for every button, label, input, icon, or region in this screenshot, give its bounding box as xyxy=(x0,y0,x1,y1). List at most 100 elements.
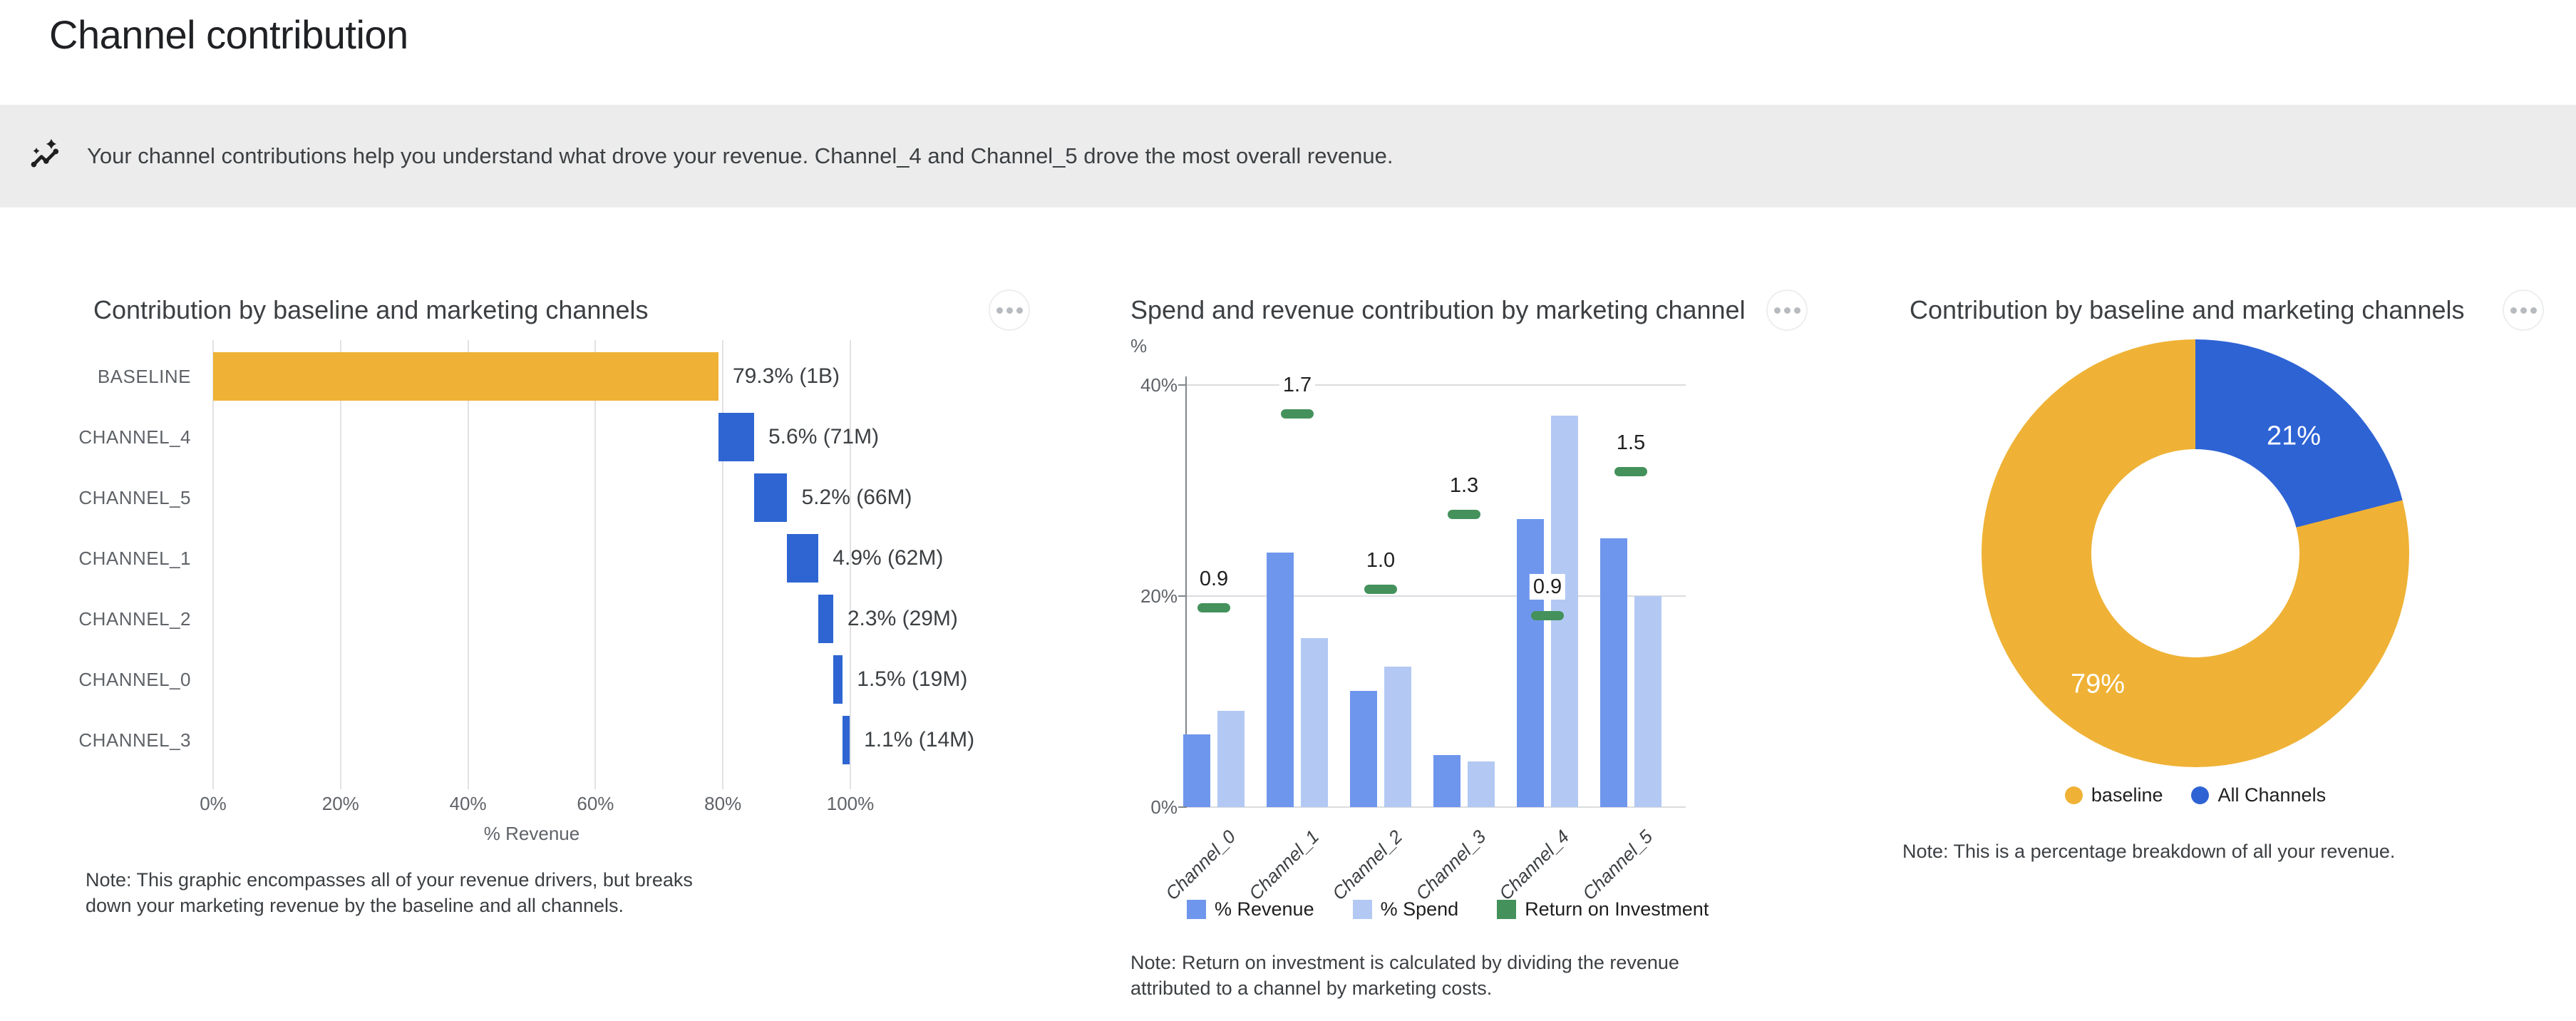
legend-item-baseline: baseline xyxy=(2064,784,2163,806)
bar-spend xyxy=(1301,638,1328,807)
chart-menu-button[interactable] xyxy=(989,289,1030,331)
legend-label: Return on Investment xyxy=(1525,898,1709,920)
insight-banner: Your channel contributions help you unde… xyxy=(0,105,2576,207)
waterfall-value-label: 1.5% (19M) xyxy=(857,667,968,691)
y-axis-tick: 40% xyxy=(1140,374,1178,396)
waterfall-bar xyxy=(754,473,788,522)
waterfall-row-label: CHANNEL_4 xyxy=(78,426,191,448)
waterfall-bar xyxy=(818,595,833,643)
chart-note: Note: This is a percentage breakdown of … xyxy=(1902,841,2396,862)
grid-line xyxy=(850,340,851,789)
x-axis-line xyxy=(1187,806,1686,808)
donut-chart-card: Contribution by baseline and marketing c… xyxy=(1896,285,2566,1020)
roi-value-label: 1.5 xyxy=(1612,430,1649,456)
bar-revenue xyxy=(1183,734,1210,807)
waterfall-value-label: 1.1% (14M) xyxy=(864,728,975,751)
roi-marker xyxy=(1531,610,1564,620)
x-axis-tick: 20% xyxy=(321,793,359,814)
insight-text: Your channel contributions help you unde… xyxy=(87,143,1393,168)
menu-dots-icon xyxy=(2510,307,2517,314)
bar-spend xyxy=(1217,711,1245,807)
menu-dots-icon xyxy=(1793,307,1800,314)
roi-marker xyxy=(1364,584,1397,594)
grid-line xyxy=(1187,384,1686,386)
roi-value-label: 1.0 xyxy=(1362,547,1399,573)
waterfall-chart-title: Contribution by baseline and marketing c… xyxy=(93,295,649,324)
bar-revenue xyxy=(1433,755,1460,807)
menu-dots-icon xyxy=(2530,307,2537,314)
menu-dots-icon xyxy=(1783,307,1791,314)
waterfall-bar xyxy=(833,655,843,704)
bar-spend xyxy=(1468,761,1495,807)
y-axis-tick: 0% xyxy=(1150,796,1178,818)
grid-line xyxy=(467,340,469,789)
chart-menu-button[interactable] xyxy=(2503,289,2544,331)
x-axis-tick: 60% xyxy=(577,793,614,814)
page-title: Channel contribution xyxy=(49,12,408,57)
legend-label: % Revenue xyxy=(1215,898,1314,920)
menu-dots-icon xyxy=(1773,307,1781,314)
x-axis-tick: 100% xyxy=(826,793,875,814)
grid-line xyxy=(212,340,214,789)
waterfall-bar xyxy=(718,413,754,461)
baseline-dot-icon xyxy=(2064,786,2083,804)
waterfall-value-label: 4.9% (62M) xyxy=(833,546,944,570)
y-axis-tick: 20% xyxy=(1140,585,1178,607)
legend-item-roi: Return on Investment xyxy=(1497,898,1709,920)
bar-chart-title: Spend and revenue contribution by market… xyxy=(1130,295,1746,324)
legend-item-spend: % Spend xyxy=(1352,898,1458,920)
waterfall-bar xyxy=(787,534,819,583)
waterfall-row-label: CHANNEL_1 xyxy=(78,548,191,569)
axis-tick-mark xyxy=(1178,806,1187,808)
waterfall-value-label: 79.3% (1B) xyxy=(732,364,840,388)
waterfall-plot-area xyxy=(212,340,851,789)
donut-chart xyxy=(1982,339,2409,767)
axis-tick-mark xyxy=(1178,384,1187,386)
x-axis-tick: 40% xyxy=(449,793,487,814)
legend-item-all-channels: All Channels xyxy=(2191,784,2326,806)
chart-note: Note: This graphic encompasses all of yo… xyxy=(86,869,693,916)
waterfall-value-label: 2.3% (29M) xyxy=(847,607,958,630)
waterfall-bar xyxy=(843,716,850,764)
y-axis-line xyxy=(1185,376,1187,807)
roi-value-label: 1.7 xyxy=(1279,371,1316,398)
menu-dots-icon xyxy=(1006,307,1013,314)
bar-revenue xyxy=(1267,553,1294,807)
roi-marker xyxy=(1197,603,1230,613)
bar-revenue xyxy=(1517,518,1544,807)
waterfall-chart-card: Contribution by baseline and marketing c… xyxy=(43,285,1041,1020)
revenue-swatch-icon xyxy=(1187,900,1206,919)
slice-label-all-channels: 21% xyxy=(2266,421,2322,451)
grid-line xyxy=(594,340,597,789)
donut-hole xyxy=(2091,449,2299,657)
bar-spend xyxy=(1634,596,1661,807)
bar-revenue xyxy=(1600,538,1627,807)
x-axis-tick: 0% xyxy=(200,793,227,814)
roi-marker xyxy=(1281,409,1314,419)
x-axis-title: % Revenue xyxy=(483,823,580,844)
donut-chart-title: Contribution by baseline and marketing c… xyxy=(1910,295,2465,324)
roi-value-label: 0.9 xyxy=(1529,573,1566,600)
chart-menu-button[interactable] xyxy=(1766,289,1808,331)
waterfall-row-label: CHANNEL_3 xyxy=(78,729,191,751)
y-axis-unit: % xyxy=(1130,335,1148,356)
spend-swatch-icon xyxy=(1352,900,1372,919)
waterfall-row-label: CHANNEL_0 xyxy=(78,669,191,690)
waterfall-row-label: CHANNEL_2 xyxy=(78,608,191,630)
legend-label: baseline xyxy=(2091,784,2163,806)
donut-legend: baseline All Channels xyxy=(1982,784,2409,806)
bar-spend xyxy=(1384,667,1411,807)
roi-marker xyxy=(1448,509,1480,519)
roi-value-label: 0.9 xyxy=(1195,566,1232,592)
roi-swatch-icon xyxy=(1497,900,1517,919)
bar-chart-legend: % Revenue % Spend Return on Investment xyxy=(1187,898,1709,920)
bar-plot-area: 0.9 Channel_0 1.7 Channel_1 1.0 Channel_2 1.3 C… xyxy=(1161,371,1686,904)
grid-line xyxy=(722,340,724,789)
chart-note: Note: Return on investment is calculated… xyxy=(1130,952,1679,999)
all-channels-dot-icon xyxy=(2191,786,2210,804)
waterfall-bar xyxy=(213,352,718,401)
auto-graph-icon xyxy=(29,137,67,175)
legend-label: All Channels xyxy=(2217,784,2327,806)
grid-line xyxy=(339,340,341,789)
waterfall-value-label: 5.6% (71M) xyxy=(768,425,880,448)
